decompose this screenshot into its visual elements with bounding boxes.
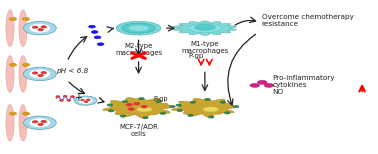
- Circle shape: [209, 116, 214, 118]
- Ellipse shape: [122, 23, 155, 33]
- Ellipse shape: [203, 107, 219, 112]
- Circle shape: [56, 96, 60, 97]
- Ellipse shape: [19, 56, 27, 92]
- Circle shape: [225, 112, 230, 114]
- Circle shape: [120, 115, 126, 117]
- Circle shape: [88, 25, 95, 28]
- Circle shape: [30, 70, 50, 78]
- Circle shape: [9, 18, 17, 20]
- Circle shape: [190, 101, 196, 103]
- Circle shape: [41, 26, 46, 28]
- Circle shape: [177, 109, 183, 112]
- Circle shape: [41, 72, 46, 74]
- Circle shape: [22, 63, 30, 66]
- Text: Overcome chemotherapy
resistance: Overcome chemotherapy resistance: [262, 14, 353, 27]
- Ellipse shape: [128, 25, 149, 31]
- Ellipse shape: [6, 104, 14, 141]
- Circle shape: [128, 108, 134, 110]
- Circle shape: [141, 105, 147, 108]
- Polygon shape: [103, 98, 173, 118]
- Circle shape: [41, 120, 46, 123]
- Circle shape: [97, 43, 104, 46]
- Text: pH < 6.8: pH < 6.8: [56, 68, 88, 74]
- Circle shape: [23, 116, 56, 130]
- Circle shape: [33, 26, 38, 28]
- Circle shape: [60, 100, 63, 101]
- Circle shape: [233, 105, 239, 108]
- Circle shape: [74, 96, 97, 105]
- Circle shape: [134, 102, 140, 105]
- Circle shape: [67, 100, 71, 101]
- Text: MCF-7/ADR
cells: MCF-7/ADR cells: [119, 124, 158, 137]
- Circle shape: [139, 97, 144, 100]
- Circle shape: [108, 110, 114, 112]
- Circle shape: [33, 72, 38, 74]
- Ellipse shape: [6, 10, 14, 47]
- Circle shape: [81, 99, 84, 101]
- Circle shape: [22, 18, 30, 20]
- Ellipse shape: [6, 56, 14, 92]
- Circle shape: [107, 104, 113, 106]
- Text: M2-type
macrophages: M2-type macrophages: [115, 43, 162, 56]
- Circle shape: [84, 101, 88, 103]
- Circle shape: [30, 24, 50, 32]
- Circle shape: [38, 74, 43, 77]
- Circle shape: [79, 98, 92, 103]
- Circle shape: [176, 104, 181, 106]
- Polygon shape: [172, 98, 236, 117]
- Ellipse shape: [188, 24, 222, 33]
- Circle shape: [205, 98, 211, 101]
- Polygon shape: [173, 21, 237, 35]
- Circle shape: [170, 105, 175, 108]
- Circle shape: [63, 95, 67, 97]
- Circle shape: [264, 83, 274, 87]
- Circle shape: [122, 100, 128, 103]
- Circle shape: [250, 83, 260, 87]
- Ellipse shape: [195, 24, 215, 30]
- Ellipse shape: [19, 104, 27, 141]
- Circle shape: [38, 123, 43, 126]
- Text: Pro-inflammatory
cytokines
NO: Pro-inflammatory cytokines NO: [273, 75, 335, 95]
- Circle shape: [30, 119, 50, 127]
- Circle shape: [71, 96, 74, 97]
- Circle shape: [156, 100, 161, 103]
- Ellipse shape: [137, 107, 152, 112]
- Circle shape: [257, 80, 267, 84]
- Circle shape: [9, 63, 17, 66]
- Circle shape: [33, 121, 38, 123]
- Circle shape: [94, 36, 101, 39]
- Circle shape: [38, 29, 43, 31]
- Ellipse shape: [116, 21, 161, 35]
- Circle shape: [87, 99, 90, 101]
- Circle shape: [188, 114, 194, 117]
- Circle shape: [23, 67, 56, 81]
- Circle shape: [143, 117, 148, 119]
- Text: +: +: [74, 93, 82, 103]
- Circle shape: [22, 112, 30, 115]
- Circle shape: [91, 31, 98, 33]
- Circle shape: [126, 103, 132, 106]
- Text: P-gp: P-gp: [188, 53, 203, 59]
- Ellipse shape: [19, 10, 27, 47]
- Text: P-gp: P-gp: [153, 96, 168, 102]
- Circle shape: [23, 21, 56, 35]
- Circle shape: [160, 112, 166, 115]
- Circle shape: [9, 112, 17, 115]
- Text: M1-type
macrophages: M1-type macrophages: [181, 41, 229, 54]
- Circle shape: [220, 101, 226, 103]
